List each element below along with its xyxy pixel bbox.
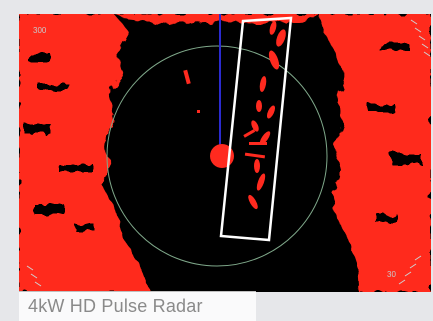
bearing-label-left: 300	[33, 26, 46, 35]
image-caption: 4kW HD Pulse Radar	[19, 291, 256, 321]
product-image-card: 300 30 4kW HD Pulse Radar	[12, 12, 431, 321]
bearing-label-right: 30	[387, 270, 396, 279]
radar-display: 300 30	[19, 14, 431, 292]
radar-screen-graphic	[19, 14, 431, 292]
